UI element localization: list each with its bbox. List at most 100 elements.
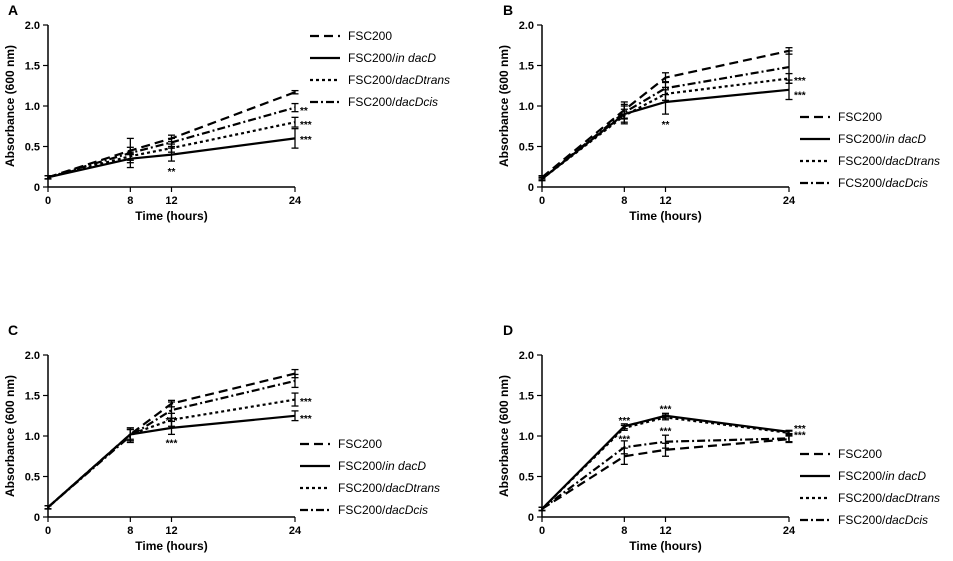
significance-label: *** [300, 120, 312, 131]
error-bar [662, 414, 669, 421]
panel-label: C [8, 322, 18, 338]
legend-entry: FSC200 [838, 110, 882, 124]
y-tick-label: 0 [34, 182, 40, 194]
series-line-3 [541, 66, 790, 180]
significance-label: ** [662, 120, 670, 131]
significance-label: *** [166, 416, 178, 427]
significance-label: *** [794, 424, 806, 435]
panel-label: A [8, 2, 18, 18]
y-tick-label: 0 [528, 512, 534, 524]
significance-label: *** [794, 430, 806, 441]
legend-entry: FSC200 [838, 447, 882, 461]
legend: FSC200 FSC200/in dacD FSC200/dacDtrans FSC2… [310, 29, 450, 109]
series-line-1 [541, 414, 790, 510]
x-tick-label: 12 [659, 195, 671, 207]
x-tick-label: 12 [165, 525, 177, 537]
error-bar [126, 137, 134, 169]
panel-d: D 0 0.5 1.0 1.5 2.0 0 8 12 24 Time (hours) Absorban… [497, 322, 940, 553]
error-bar [620, 440, 628, 455]
legend-entry: FCS200/dacDcis [838, 176, 928, 190]
series-line-3 [541, 437, 790, 510]
series-line-0 [541, 49, 790, 179]
error-bar [620, 424, 628, 431]
y-axis-label: Absorbance (600 nm) [497, 45, 511, 167]
y-tick-label: 0.5 [519, 142, 534, 154]
panel-label: B [503, 2, 513, 18]
error-bar [662, 81, 669, 96]
error-bar [620, 105, 628, 120]
significance-label: *** [300, 135, 312, 146]
x-tick-label: 12 [659, 525, 671, 537]
legend-entry: FSC200/dacDcis [338, 503, 428, 517]
x-tick-label: 24 [289, 525, 302, 537]
y-tick-label: 1.5 [25, 391, 40, 403]
error-bar [44, 505, 52, 510]
y-tick-label: 0.5 [25, 142, 40, 154]
error-bar [785, 430, 793, 436]
significance-label: ** [300, 106, 308, 117]
x-tick-label: 0 [45, 525, 51, 537]
x-axis-label: Time (hours) [629, 209, 701, 223]
panel-label: D [503, 322, 513, 338]
y-tick-label: 0.5 [519, 472, 534, 484]
legend-entry: FSC200/in dacD [348, 51, 436, 65]
legend-entry: FSC200/dacDcis [348, 95, 438, 109]
x-tick-label: 0 [539, 195, 545, 207]
legend-entry: FSC200/dacDtrans [838, 491, 940, 505]
x-axis-label: Time (hours) [135, 539, 207, 553]
x-tick-label: 24 [783, 525, 796, 537]
error-bar [168, 137, 175, 148]
legend-entry: FSC200/dacDtrans [838, 154, 940, 168]
error-bar [291, 128, 299, 149]
x-tick-label: 0 [45, 195, 51, 207]
series-line-1 [47, 137, 296, 179]
legend: FSC200 FSC200/in dacD FSC200/dacDtrans FCS2… [800, 110, 940, 190]
x-tick-label: 24 [783, 195, 796, 207]
y-axis-label: Absorbance (600 nm) [497, 375, 511, 497]
panel-c: C 0 0.5 1.0 1.5 2.0 0 8 12 24 Time (hours) Absorban… [3, 322, 440, 553]
panel-b: B 0 0.5 1.0 1.5 2.0 0 8 12 24 Time (hours) Absorban… [497, 2, 940, 223]
y-tick-label: 1.5 [519, 391, 534, 403]
legend-entry: FSC200/dacDtrans [348, 73, 450, 87]
error-bar [662, 434, 669, 449]
significance-label: ** [168, 167, 176, 178]
x-axis-label: Time (hours) [629, 539, 701, 553]
series-line-0 [541, 438, 790, 510]
y-tick-label: 0.5 [25, 472, 40, 484]
error-bar [785, 50, 793, 84]
error-bar [538, 176, 546, 182]
y-axis-label: Absorbance (600 nm) [3, 375, 17, 497]
significance-label: *** [618, 416, 630, 427]
y-axis-label: Absorbance (600 nm) [3, 45, 17, 167]
series-line-0 [47, 372, 296, 509]
y-tick-label: 1.0 [25, 431, 40, 443]
error-bar [538, 506, 546, 512]
significance-label: *** [166, 438, 178, 449]
error-bar [785, 434, 793, 443]
error-bar [44, 175, 52, 180]
error-bar [168, 401, 175, 419]
x-tick-label: 12 [165, 195, 177, 207]
x-axis-label: Time (hours) [135, 209, 207, 223]
significance-label: *** [660, 426, 672, 437]
y-tick-label: 1.0 [519, 431, 534, 443]
legend-entry: FSC200 [348, 29, 392, 43]
error-bar [291, 102, 299, 113]
significance-label: *** [794, 76, 806, 87]
error-bar [126, 428, 134, 444]
significance-label: *** [660, 404, 672, 415]
series-line-0 [47, 91, 296, 179]
legend-entry: FSC200/in dacD [838, 469, 926, 483]
legend-entry: FSC200/dacDtrans [338, 481, 440, 495]
significance-label: *** [618, 434, 630, 445]
y-tick-label: 0 [34, 512, 40, 524]
x-tick-label: 8 [621, 525, 627, 537]
legend: FSC200 FSC200/in dacD FSC200/dacDtrans FSC2… [800, 447, 940, 527]
error-bar [291, 392, 299, 407]
y-tick-label: 2.0 [519, 350, 534, 362]
significance-label: *** [300, 397, 312, 408]
series-line-2 [47, 121, 296, 179]
y-tick-label: 2.0 [25, 350, 40, 362]
series-line-3 [47, 106, 296, 179]
